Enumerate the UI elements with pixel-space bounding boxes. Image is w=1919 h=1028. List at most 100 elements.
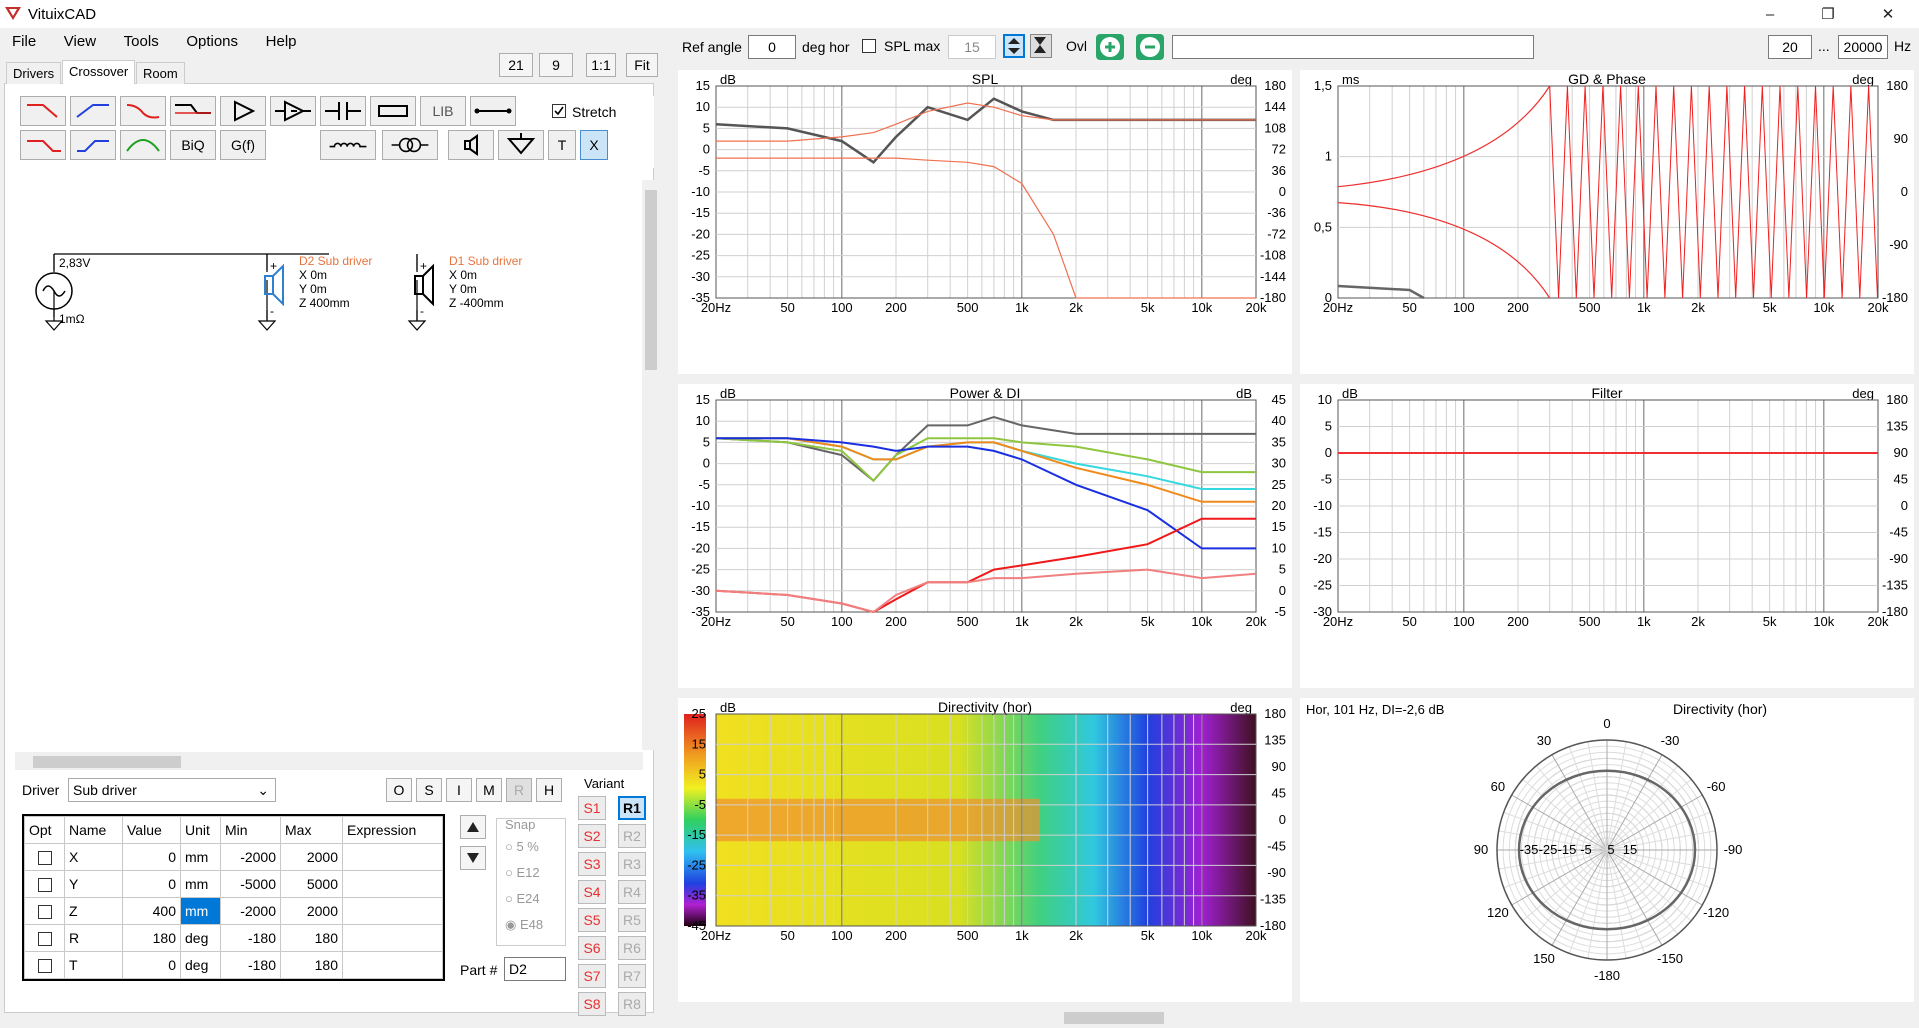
table-row[interactable]: X 0 mm -2000 2000 <box>24 843 443 871</box>
snap-5pct-radio[interactable]: ○ 5 % <box>505 839 539 854</box>
charts-hscrollbar[interactable] <box>678 1010 1914 1026</box>
snap-e48-radio[interactable]: ◉ E48 <box>505 917 544 932</box>
text-tool[interactable]: T <box>548 130 576 160</box>
variant-r4[interactable]: R4 <box>618 880 646 904</box>
param-unit[interactable]: mm <box>180 843 221 871</box>
freq-max-input[interactable] <box>1838 35 1888 59</box>
variant-s2[interactable]: S2 <box>578 824 606 848</box>
schematic-hscrollbar[interactable] <box>15 752 643 770</box>
charts-hscroll-thumb[interactable] <box>1064 1012 1164 1024</box>
delete-tool[interactable]: X <box>580 130 608 160</box>
button-o[interactable]: O <box>386 778 412 802</box>
remove-overlay-button[interactable] <box>1136 34 1164 60</box>
opt-checkbox[interactable] <box>37 878 52 893</box>
param-min[interactable]: -2000 <box>220 843 281 871</box>
menu-help[interactable]: Help <box>265 33 297 50</box>
freq-min-input[interactable] <box>1768 35 1812 59</box>
table-row[interactable]: R 180 deg -180 180 <box>24 924 443 952</box>
highpass-blue-2-tool[interactable] <box>70 130 116 160</box>
resistor-tool[interactable] <box>370 96 416 126</box>
variant-r1[interactable]: R1 <box>618 796 646 820</box>
wire-tool[interactable] <box>470 96 516 126</box>
overlay-input[interactable] <box>1172 35 1534 59</box>
d2-label-block[interactable]: D2 Sub driver X 0m Y 0m Z 400mm <box>299 254 372 310</box>
param-value[interactable]: 400 <box>122 897 181 925</box>
variant-s7[interactable]: S7 <box>578 964 606 988</box>
param-unit[interactable]: deg <box>180 951 221 979</box>
gf-button[interactable]: G(f) <box>220 130 266 160</box>
lowpass-red-tool[interactable] <box>20 96 66 126</box>
param-value[interactable]: 180 <box>122 924 181 952</box>
param-expression[interactable] <box>342 870 443 898</box>
buffer-tool[interactable] <box>270 96 316 126</box>
variant-r3[interactable]: R3 <box>618 852 646 876</box>
button-s[interactable]: S <box>416 778 442 802</box>
maximize-button[interactable]: ❐ <box>1821 6 1835 23</box>
button-i[interactable]: I <box>446 778 472 802</box>
d1-label-block[interactable]: D1 Sub driver X 0m Y 0m Z -400mm <box>449 254 522 310</box>
one-to-one-button[interactable]: 1:1 <box>586 53 616 77</box>
bandpass-red-tool[interactable] <box>120 96 166 126</box>
variant-s8[interactable]: S8 <box>578 992 606 1016</box>
param-max[interactable]: 2000 <box>280 843 343 871</box>
transformer-tool[interactable] <box>382 130 438 160</box>
move-up-button[interactable] <box>460 815 486 839</box>
polar-directivity-chart[interactable]: Hor, 101 Hz, DI=-2,6 dB Directivity (hor)… <box>1300 698 1914 1002</box>
shelf-tool[interactable] <box>170 96 216 126</box>
library-button[interactable]: LIB <box>420 96 466 126</box>
variant-s6[interactable]: S6 <box>578 936 606 960</box>
driver-select[interactable]: Sub driver ⌄ <box>68 778 276 802</box>
table-row[interactable]: Z 400 mm -2000 2000 <box>24 897 443 925</box>
snap-e24-radio[interactable]: ○ E24 <box>505 891 540 906</box>
variant-r6[interactable]: R6 <box>618 936 646 960</box>
add-overlay-button[interactable] <box>1096 34 1124 60</box>
button-m[interactable]: M <box>476 778 502 802</box>
ground-tool[interactable] <box>498 130 544 160</box>
param-unit-selected[interactable]: mm <box>180 897 221 925</box>
hscroll-thumb[interactable] <box>33 756 181 768</box>
move-down-button[interactable] <box>460 846 486 870</box>
param-expression[interactable] <box>342 924 443 952</box>
spl-max-input[interactable] <box>948 35 996 59</box>
param-min[interactable]: -5000 <box>220 870 281 898</box>
bandpass-green-tool[interactable] <box>120 130 166 160</box>
variant-s5[interactable]: S5 <box>578 908 606 932</box>
param-min[interactable]: -180 <box>220 924 281 952</box>
param-max[interactable]: 2000 <box>280 897 343 925</box>
auto-range-button[interactable] <box>1003 34 1025 58</box>
capacitor-tool[interactable] <box>320 96 366 126</box>
schematic-canvas[interactable]: + - + - 2,83V 1mΩ D2 Sub driver X 0m Y 0m … <box>15 180 643 750</box>
collapse-range-button[interactable] <box>1030 34 1052 58</box>
schematic-vscrollbar[interactable] <box>642 180 660 750</box>
param-unit[interactable]: deg <box>180 924 221 952</box>
minimize-button[interactable]: – <box>1765 5 1775 23</box>
zoom-b-field[interactable]: 9 <box>539 53 573 77</box>
ref-angle-input[interactable] <box>748 35 796 59</box>
speaker-tool[interactable] <box>448 130 494 160</box>
opt-checkbox[interactable] <box>37 959 52 974</box>
param-expression[interactable] <box>342 951 443 979</box>
tab-crossover[interactable]: Crossover <box>62 60 136 84</box>
tab-room[interactable]: Room <box>136 62 185 84</box>
variant-s1[interactable]: S1 <box>578 796 606 820</box>
opt-checkbox[interactable] <box>37 932 52 947</box>
menu-tools[interactable]: Tools <box>123 33 159 50</box>
button-r[interactable]: R <box>506 778 532 802</box>
param-min[interactable]: -180 <box>220 951 281 979</box>
highpass-blue-tool[interactable] <box>70 96 116 126</box>
menu-options[interactable]: Options <box>186 33 239 50</box>
table-row[interactable]: Y 0 mm -5000 5000 <box>24 870 443 898</box>
spl-max-checkbox[interactable] <box>862 39 876 53</box>
param-expression[interactable] <box>342 897 443 925</box>
menu-view[interactable]: View <box>63 33 97 50</box>
tab-drivers[interactable]: Drivers <box>6 62 62 84</box>
lowpass-red-2-tool[interactable] <box>20 130 66 160</box>
button-h[interactable]: H <box>536 778 562 802</box>
snap-e12-radio[interactable]: ○ E12 <box>505 865 540 880</box>
vscroll-thumb[interactable] <box>645 190 657 370</box>
param-expression[interactable] <box>342 843 443 871</box>
param-value[interactable]: 0 <box>122 951 181 979</box>
